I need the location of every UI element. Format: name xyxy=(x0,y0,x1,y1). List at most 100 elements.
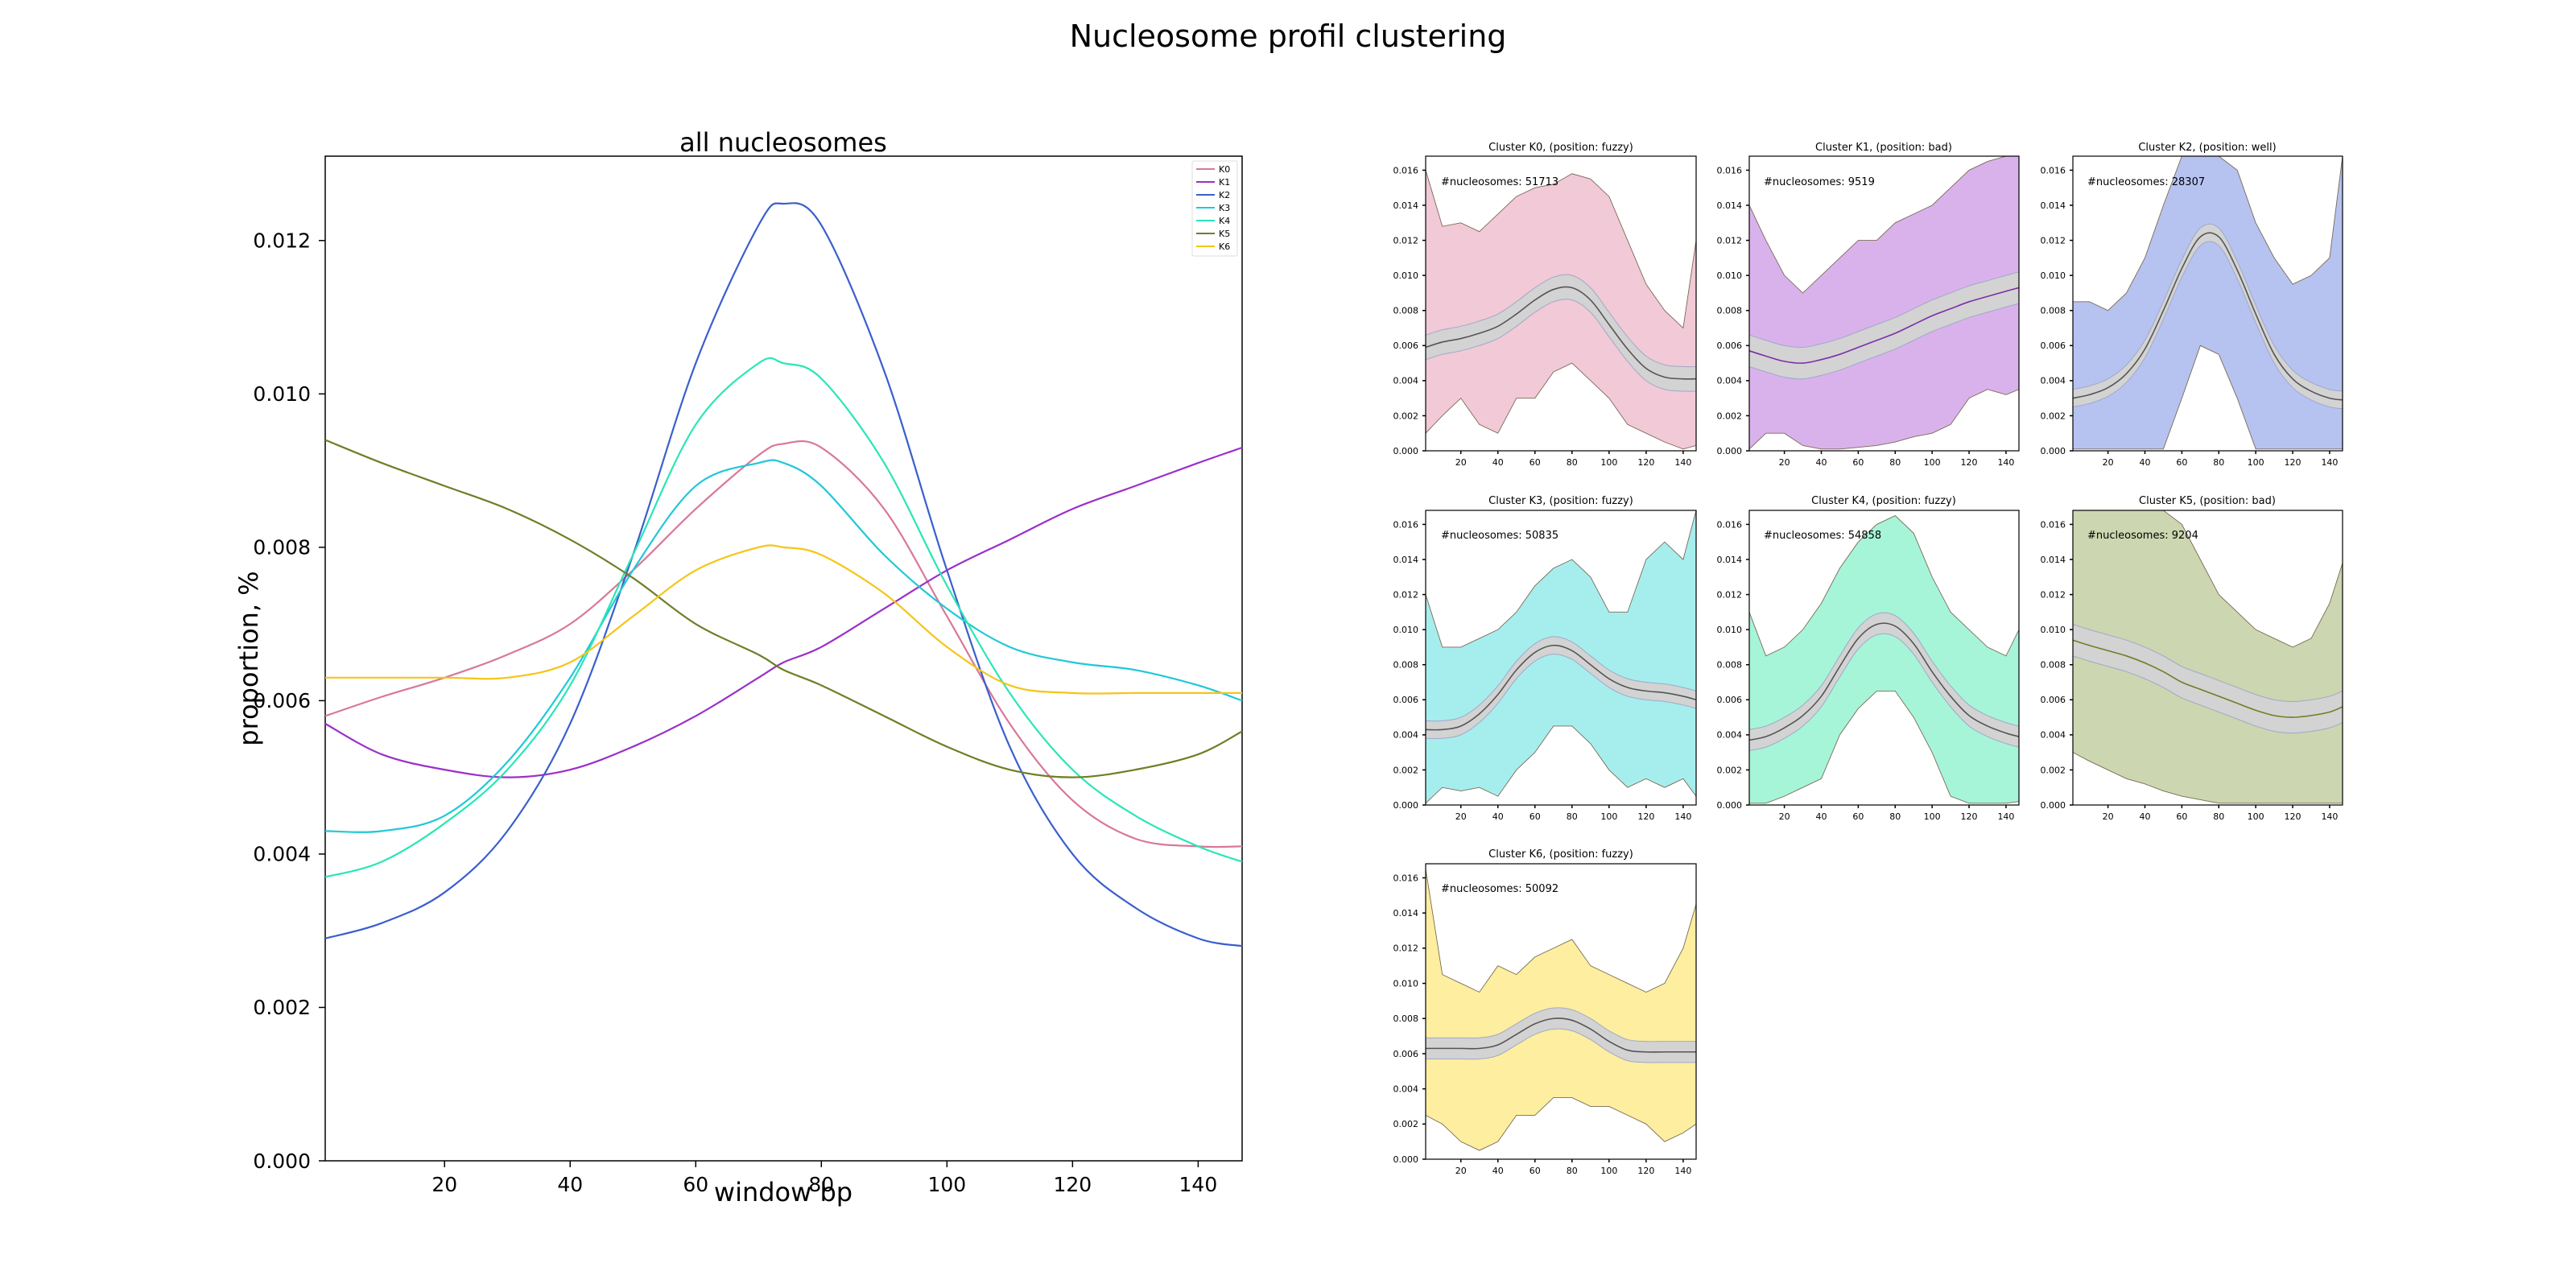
cluster-k0-x-tick-label: 100 xyxy=(1600,457,1617,468)
cluster-k5-x-tick-label: 120 xyxy=(2285,811,2301,822)
main-x-tick-label: 80 xyxy=(808,1173,834,1196)
series-line-k2 xyxy=(324,202,1243,947)
cluster-k1-y-tick-label: 0.014 xyxy=(1717,200,1743,211)
cluster-k1-x-tick-label: 20 xyxy=(1779,457,1790,468)
cluster-k3-y-tick-label: 0.012 xyxy=(1393,589,1419,600)
cluster-k0-mean-line xyxy=(1426,286,1696,380)
cluster-k3-x-tick-label: 20 xyxy=(1455,811,1467,822)
cluster-k2-y-tick-label: 0.000 xyxy=(2041,446,2066,456)
cluster-k5-x-tick-label: 40 xyxy=(2139,811,2150,822)
cluster-k5-x-tick-label: 140 xyxy=(2321,811,2338,822)
cluster-k4-annotation: #nucleosomes: 54858 xyxy=(1764,530,1881,542)
cluster-k6-y-tick-label: 0.000 xyxy=(1393,1154,1419,1165)
cluster-k1-y-tick-label: 0.006 xyxy=(1717,341,1743,351)
cluster-k3-y-tick-label: 0.002 xyxy=(1393,765,1419,775)
cluster-k2-envelope xyxy=(2073,156,2343,450)
cluster-k3-x-tick-label: 140 xyxy=(1674,811,1691,822)
cluster-k3-envelope xyxy=(1426,510,1696,804)
cluster-k4-mean-line xyxy=(1749,622,2019,741)
cluster-k5-y-tick-label: 0.002 xyxy=(2041,765,2066,775)
cluster-k1-band xyxy=(1749,271,2019,380)
cluster-k3-x-tick-label: 100 xyxy=(1600,811,1617,822)
cluster-k2-x-tick-label: 100 xyxy=(2248,457,2264,468)
cluster-k0-y-tick-label: 0.012 xyxy=(1393,235,1419,246)
cluster-k4-x-tick-label: 140 xyxy=(1997,811,2014,822)
series-line-k6 xyxy=(325,544,1242,695)
cluster-k4-y-tick-label: 0.008 xyxy=(1717,660,1743,671)
cluster-k4-x-tick-label: 60 xyxy=(1852,811,1864,822)
cluster-k0-y-tick-label: 0.010 xyxy=(1393,270,1419,281)
cluster-k4-y-tick-label: 0.002 xyxy=(1717,765,1743,775)
cluster-k3-mean-line xyxy=(1426,644,1696,731)
cluster-k0-chart: 20 40 60 80 100 120 140 0.000 0.002 0.004 0.006 0.0… xyxy=(1393,142,1697,468)
cluster-k3-plot-area xyxy=(1426,510,1696,804)
series-line-k0 xyxy=(324,440,1243,848)
main-x-tick-label: 140 xyxy=(1179,1173,1218,1196)
cluster-k2-x-tick-label: 140 xyxy=(2321,457,2338,468)
main-plot-frame xyxy=(324,155,1243,1162)
cluster-k0-x-tick-label: 60 xyxy=(1530,457,1541,468)
main-x-tick-label: 120 xyxy=(1054,1173,1092,1196)
legend-label-k4: K4 xyxy=(1219,216,1230,226)
cluster-k3-x-tick-label: 80 xyxy=(1567,811,1578,822)
cluster-k4-y-tick-label: 0.016 xyxy=(1717,519,1743,530)
cluster-k2-annotation: #nucleosomes: 28307 xyxy=(2087,176,2205,188)
cluster-k2-x-tick-label: 40 xyxy=(2139,457,2150,468)
cluster-k4-y-tick-label: 0.012 xyxy=(1717,589,1743,600)
legend-label-k2: K2 xyxy=(1219,190,1230,200)
cluster-k1-y-tick-label: 0.008 xyxy=(1717,306,1743,316)
main-x-tick-label: 60 xyxy=(683,1173,708,1196)
cluster-k5-title: Cluster K5, (position: bad) xyxy=(2139,495,2276,507)
cluster-k6-chart: 20 40 60 80 100 120 140 0.000 0.002 0.004 0.006 0.0… xyxy=(1393,848,1697,1176)
cluster-k1-plot-frame xyxy=(1748,155,2020,452)
cluster-k0-y-tick-label: 0.008 xyxy=(1393,306,1419,316)
main-y-tick-label: 0.002 xyxy=(253,996,311,1019)
cluster-k6-x-tick-label: 120 xyxy=(1637,1166,1654,1176)
cluster-k0-title: Cluster K0, (position: fuzzy) xyxy=(1488,142,1633,154)
cluster-k6-y-tick-label: 0.010 xyxy=(1393,978,1419,989)
cluster-k2-y-tick-label: 0.002 xyxy=(2041,411,2066,421)
cluster-k4-band xyxy=(1749,612,2019,751)
cluster-k0-y-tick-label: 0.016 xyxy=(1393,165,1419,175)
cluster-k6-x-tick-label: 60 xyxy=(1530,1166,1541,1176)
main-chart: all nucleosomes window bp proportion, % … xyxy=(233,127,1243,1208)
cluster-k3-x-tick-label: 60 xyxy=(1530,811,1541,822)
figure-title: Nucleosome profil clustering xyxy=(1070,19,1507,54)
cluster-k3-title: Cluster K3, (position: fuzzy) xyxy=(1488,495,1633,507)
cluster-k6-plot-area xyxy=(1426,869,1696,1151)
cluster-k5-x-tick-label: 80 xyxy=(2213,811,2224,822)
cluster-k2-band xyxy=(2073,223,2343,410)
cluster-k6-y-tick-label: 0.008 xyxy=(1393,1013,1419,1024)
cluster-k6-y-tick-label: 0.004 xyxy=(1393,1084,1419,1094)
cluster-k0-x-tick-label: 120 xyxy=(1637,457,1654,468)
cluster-k1-plot-area xyxy=(1749,156,2019,450)
cluster-k3-plot-frame xyxy=(1425,510,1697,806)
cluster-k5-annotation: #nucleosomes: 9204 xyxy=(2087,530,2198,542)
main-y-tick-label: 0.004 xyxy=(253,843,311,866)
cluster-k1-title: Cluster K1, (position: bad) xyxy=(1815,142,1952,154)
main-x-axis-label: window bp xyxy=(714,1177,852,1208)
cluster-k0-plot-frame xyxy=(1425,155,1697,452)
main-x-tick-label: 20 xyxy=(431,1173,457,1196)
cluster-k6-x-tick-label: 80 xyxy=(1567,1166,1578,1176)
cluster-k1-x-tick-label: 100 xyxy=(1924,457,1941,468)
cluster-k0-annotation: #nucleosomes: 51713 xyxy=(1441,176,1558,188)
cluster-k5-y-tick-label: 0.010 xyxy=(2041,625,2066,635)
cluster-k2-y-tick-label: 0.012 xyxy=(2041,235,2066,246)
cluster-k1-y-tick-label: 0.002 xyxy=(1717,411,1743,421)
cluster-k1-x-tick-label: 80 xyxy=(1889,457,1901,468)
cluster-k6-x-tick-label: 100 xyxy=(1600,1166,1617,1176)
legend-label-k1: K1 xyxy=(1219,177,1230,188)
main-y-tick-label: 0.000 xyxy=(253,1150,311,1173)
cluster-k4-y-tick-label: 0.014 xyxy=(1717,555,1743,565)
cluster-k5-x-tick-label: 60 xyxy=(2176,811,2187,822)
cluster-k6-mean-line xyxy=(1426,1018,1696,1053)
cluster-k2-plot-frame xyxy=(2072,155,2343,452)
cluster-k6-plot-frame xyxy=(1425,863,1697,1160)
cluster-k6-x-tick-label: 140 xyxy=(1674,1166,1691,1176)
cluster-k0-y-tick-label: 0.006 xyxy=(1393,341,1419,351)
main-x-tick-label: 100 xyxy=(927,1173,966,1196)
cluster-k4-y-tick-label: 0.006 xyxy=(1717,695,1743,705)
cluster-k0-plot-area xyxy=(1426,170,1696,450)
